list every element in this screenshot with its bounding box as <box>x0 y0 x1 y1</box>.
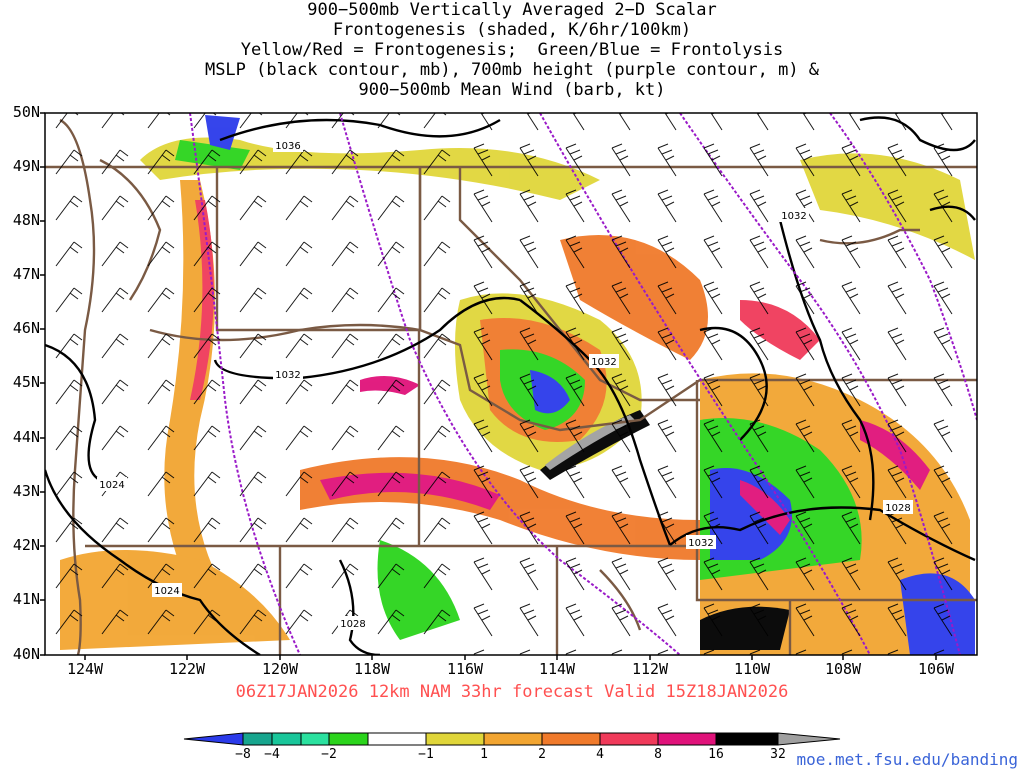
wind-barbs-west <box>45 113 465 655</box>
mslp-label: 1032 <box>781 211 806 222</box>
wind-barbs-east <box>465 113 977 655</box>
map-frame-border <box>44 112 978 656</box>
colorbar-tick-label: −4 <box>264 747 280 762</box>
lat-label: 50N <box>12 103 40 121</box>
source-url-link[interactable]: moe.met.fsu.edu/banding <box>796 750 1018 769</box>
map-plot-area <box>45 113 977 655</box>
colorbar-tick-label: −8 <box>235 747 251 762</box>
mslp-label: 1032 <box>591 357 616 368</box>
lon-label: 112W <box>631 660 669 678</box>
lat-label: 47N <box>12 265 40 283</box>
title-line-3: Yellow/Red = Frontogenesis; Green/Blue =… <box>240 40 784 60</box>
mslp-label: 1028 <box>885 503 910 514</box>
lat-label: 45N <box>12 373 40 391</box>
mslp-label: 1032 <box>275 370 300 381</box>
mslp-label: 1024 <box>154 586 179 597</box>
title-line-4: MSLP (black contour, mb), 700mb height (… <box>204 60 820 80</box>
colorbar-tick-label: 4 <box>596 747 604 762</box>
lat-label: 44N <box>12 428 40 446</box>
lon-label: 108W <box>824 660 862 678</box>
colorbar-tick-label: 16 <box>708 747 724 762</box>
lat-label: 41N <box>12 590 40 608</box>
lon-label: 122W <box>168 660 206 678</box>
mslp-label: 1032 <box>688 538 713 549</box>
colorbar-tick-label: 1 <box>480 747 488 762</box>
mslp-label: 1024 <box>99 480 124 491</box>
colorbar-tick-label: 32 <box>770 747 786 762</box>
lon-label: 114W <box>538 660 576 678</box>
lat-label: 42N <box>12 536 40 554</box>
lat-ticks <box>40 112 45 656</box>
lat-label: 43N <box>12 482 40 500</box>
mslp-label: 1028 <box>340 619 365 630</box>
lon-label: 124W <box>66 660 104 678</box>
lat-label: 49N <box>12 157 40 175</box>
lat-label: 40N <box>12 645 40 663</box>
forecast-valid-time: 06Z17JAN2026 12km NAM 33hr forecast Vali… <box>235 682 789 702</box>
lon-label: 116W <box>446 660 484 678</box>
colorbar-tick-label: 2 <box>538 747 546 762</box>
lat-label: 48N <box>12 211 40 229</box>
lon-label: 118W <box>353 660 391 678</box>
lon-ticks <box>84 655 937 660</box>
colorbar <box>183 732 841 746</box>
lon-label: 106W <box>917 660 955 678</box>
lon-label: 120W <box>261 660 299 678</box>
title-line-1: 900−500mb Vertically Averaged 2−D Scalar <box>307 0 717 20</box>
title-line-5: 900−500mb Mean Wind (barb, kt) <box>358 80 666 100</box>
title-line-2: Frontogenesis (shaded, K/6hr/100km) <box>332 20 692 40</box>
lon-label: 110W <box>733 660 771 678</box>
mslp-label-group: 1036 1032 1032 1032 1032 1024 1024 1028 … <box>97 138 913 630</box>
mslp-label: 1036 <box>275 141 300 152</box>
colorbar-tick-label: −2 <box>321 747 337 762</box>
lat-label: 46N <box>12 319 40 337</box>
colorbar-tick-label: −1 <box>418 747 434 762</box>
colorbar-tick-label: 8 <box>654 747 662 762</box>
